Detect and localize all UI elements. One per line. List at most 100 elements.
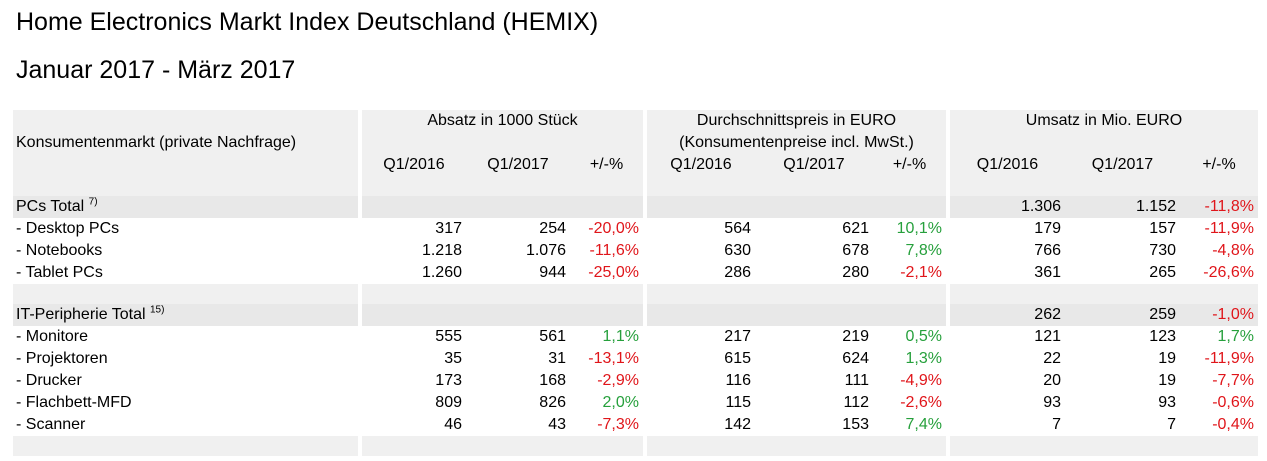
row-label-header: Konsumentenmarkt (private Nachfrage)	[13, 132, 358, 154]
absatz-q1-2016: 35	[444, 350, 462, 367]
absatz-q1-2017: 31	[548, 350, 566, 367]
umsatz-q1-2017: 93	[1158, 394, 1176, 411]
preis-q1-2017: 111	[844, 372, 869, 389]
col-header-q1-2016: Q1/2016	[950, 154, 1065, 176]
absatz-q1-2017	[466, 304, 570, 326]
umsatz-q1-2016: 7	[1052, 416, 1061, 433]
umsatz-q1-2016: 121	[1034, 328, 1061, 345]
umsatz-q1-2017: 259	[1065, 304, 1180, 326]
table-row: - Desktop PCs 317 254 -20,0% 564 621 10,1% 179 1…	[13, 218, 1258, 240]
col-header-pct: +/-%	[873, 154, 946, 176]
preis-pct: 0,5%	[905, 328, 942, 345]
preis-pct	[873, 196, 946, 218]
preis-q1-2016: 564	[724, 220, 751, 237]
preis-q1-2017: 153	[842, 416, 869, 433]
section-total-label: PCs Total 7)	[13, 196, 358, 218]
hemix-table: Absatz in 1000 Stück Durchschnittspreis …	[13, 110, 1258, 456]
footnote-marker: 15)	[150, 304, 165, 316]
preis-q1-2016	[647, 304, 755, 326]
preis-pct: 1,3%	[905, 350, 942, 367]
section-total-row: IT-Peripherie Total 15) 262 259 -1,0%	[13, 304, 1258, 326]
absatz-q1-2016: 1.218	[421, 242, 462, 259]
preis-q1-2016: 615	[724, 350, 751, 367]
col-header-q1-2017: Q1/2017	[466, 154, 570, 176]
umsatz-pct: -7,7%	[1212, 372, 1254, 389]
preis-q1-2017: 112	[843, 394, 869, 411]
absatz-q1-2017: 561	[539, 328, 566, 345]
spacer-row	[13, 176, 1258, 196]
row-label: - Scanner	[16, 416, 86, 433]
absatz-q1-2017: 254	[539, 220, 566, 237]
umsatz-q1-2017: 730	[1149, 242, 1176, 259]
preis-q1-2017: 624	[842, 350, 869, 367]
umsatz-q1-2016: 361	[1034, 264, 1061, 281]
header-row-2: Konsumentenmarkt (private Nachfrage) (Ko…	[13, 132, 1258, 154]
preis-pct: -2,6%	[900, 394, 942, 411]
preis-q1-2017: 621	[842, 220, 869, 237]
absatz-q1-2016: 46	[444, 416, 462, 433]
header-umsatz: Umsatz in Mio. EURO	[950, 110, 1258, 132]
umsatz-pct: -1,0%	[1180, 304, 1258, 326]
col-header-q1-2016: Q1/2016	[362, 154, 466, 176]
row-label: - Notebooks	[16, 242, 103, 259]
preis-pct: 7,4%	[905, 416, 942, 433]
preis-pct	[873, 304, 946, 326]
section-total-label: IT-Peripherie Total 15)	[13, 304, 358, 326]
table-row: - Notebooks 1.218 1.076 -11,6% 630 678 7,8% 766…	[13, 240, 1258, 262]
preis-q1-2016: 142	[724, 416, 751, 433]
umsatz-pct: -4,8%	[1212, 242, 1254, 259]
absatz-pct: -7,3%	[597, 416, 639, 433]
row-label: - Flachbett-MFD	[16, 394, 132, 411]
preis-q1-2017: 280	[842, 264, 869, 281]
header-durchschnittspreis-sub: (Konsumentenpreise incl. MwSt.)	[647, 132, 946, 154]
table-row: - Scanner 46 43 -7,3% 142 153 7,4% 7 7 -0,4%	[13, 414, 1258, 436]
row-label: - Tablet PCs	[16, 264, 103, 281]
umsatz-q1-2016: 766	[1034, 242, 1061, 259]
absatz-pct	[570, 196, 643, 218]
preis-q1-2017	[755, 304, 873, 326]
absatz-q1-2016: 1.260	[421, 264, 462, 281]
absatz-pct: -25,0%	[588, 264, 639, 281]
header-row-3: Q1/2016 Q1/2017 +/-% Q1/2016 Q1/2017 +/-…	[13, 154, 1258, 176]
spacer-row	[13, 284, 1258, 304]
absatz-q1-2017: 1.076	[525, 242, 566, 259]
table-row: - Monitore 555 561 1,1% 217 219 0,5% 121 123 1,7%	[13, 326, 1258, 348]
absatz-q1-2016: 317	[435, 220, 462, 237]
absatz-pct	[570, 304, 643, 326]
preis-q1-2016	[647, 196, 755, 218]
umsatz-q1-2017: 7	[1167, 416, 1176, 433]
spacer-row	[13, 436, 1258, 456]
absatz-q1-2016	[362, 304, 466, 326]
umsatz-q1-2016: 179	[1034, 220, 1061, 237]
preis-pct: 10,1%	[896, 220, 942, 237]
absatz-q1-2016: 555	[435, 328, 462, 345]
preis-q1-2016: 116	[725, 372, 751, 389]
preis-q1-2017: 678	[842, 242, 869, 259]
header-absatz: Absatz in 1000 Stück	[362, 110, 643, 132]
absatz-pct: -11,6%	[589, 242, 639, 259]
preis-q1-2017	[755, 196, 873, 218]
absatz-q1-2017: 168	[539, 372, 566, 389]
header-row-1: Absatz in 1000 Stück Durchschnittspreis …	[13, 110, 1258, 132]
row-label: - Monitore	[16, 328, 89, 345]
umsatz-pct: 1,7%	[1217, 328, 1254, 345]
umsatz-q1-2017: 19	[1158, 372, 1176, 389]
absatz-q1-2016: 173	[435, 372, 462, 389]
col-header-q1-2016: Q1/2016	[647, 154, 755, 176]
umsatz-pct: -11,9%	[1204, 350, 1254, 367]
table-row: - Drucker 173 168 -2,9% 116 111 -4,9% 20 19 -7,7%	[13, 370, 1258, 392]
absatz-q1-2017: 826	[539, 394, 566, 411]
table-row: - Flachbett-MFD 809 826 2,0% 115 112 -2,6% 93 93…	[13, 392, 1258, 414]
umsatz-pct: -26,6%	[1203, 264, 1254, 281]
umsatz-pct: -11,8%	[1180, 196, 1258, 218]
preis-q1-2016: 217	[724, 328, 751, 345]
absatz-pct: 2,0%	[602, 394, 639, 411]
row-label: - Desktop PCs	[16, 220, 120, 237]
umsatz-pct: -0,6%	[1212, 394, 1254, 411]
preis-q1-2016: 630	[724, 242, 751, 259]
umsatz-q1-2016: 93	[1043, 394, 1061, 411]
col-header-pct: +/-%	[570, 154, 643, 176]
header-durchschnittspreis: Durchschnittspreis in EURO	[647, 110, 946, 132]
absatz-pct: -13,1%	[588, 350, 639, 367]
umsatz-q1-2017: 265	[1149, 264, 1176, 281]
